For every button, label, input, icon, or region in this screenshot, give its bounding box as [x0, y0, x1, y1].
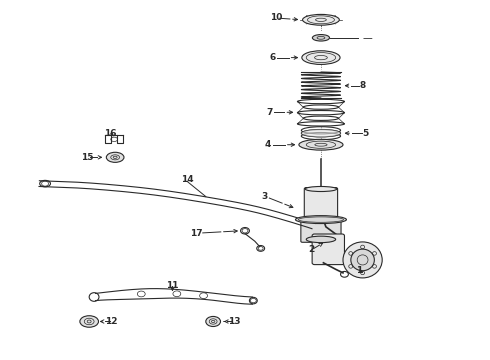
Text: 13: 13: [228, 317, 241, 326]
Text: 11: 11: [166, 281, 179, 290]
Text: 15: 15: [81, 153, 94, 162]
Ellipse shape: [343, 242, 382, 278]
Text: 14: 14: [181, 175, 194, 184]
Ellipse shape: [295, 216, 346, 224]
Ellipse shape: [299, 139, 343, 150]
Ellipse shape: [306, 236, 336, 243]
Text: 2: 2: [309, 246, 315, 254]
Ellipse shape: [106, 152, 124, 162]
FancyBboxPatch shape: [301, 218, 341, 242]
Text: 12: 12: [105, 317, 118, 326]
Text: 17: 17: [190, 229, 202, 238]
Ellipse shape: [303, 14, 339, 25]
Text: 4: 4: [265, 140, 271, 149]
Ellipse shape: [351, 249, 374, 271]
Ellipse shape: [301, 129, 341, 137]
FancyBboxPatch shape: [312, 234, 344, 265]
Text: 3: 3: [262, 192, 268, 201]
Ellipse shape: [305, 186, 337, 192]
Ellipse shape: [206, 316, 220, 327]
Ellipse shape: [80, 316, 98, 327]
FancyBboxPatch shape: [304, 188, 338, 221]
Text: 5: 5: [362, 129, 368, 138]
Text: 1: 1: [356, 266, 362, 275]
Text: 10: 10: [270, 13, 282, 22]
Text: 6: 6: [270, 53, 276, 62]
Ellipse shape: [313, 35, 330, 41]
Text: 7: 7: [266, 108, 273, 117]
Text: —: —: [363, 33, 372, 43]
Text: 8: 8: [360, 81, 366, 90]
Ellipse shape: [302, 51, 340, 64]
Text: 16: 16: [104, 129, 117, 138]
